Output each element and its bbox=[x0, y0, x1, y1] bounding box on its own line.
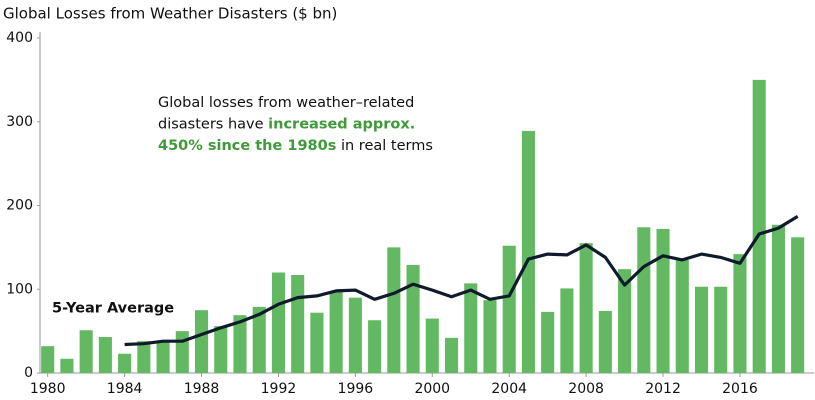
bar bbox=[79, 330, 93, 373]
x-tick-label: 2004 bbox=[491, 381, 527, 397]
bar bbox=[618, 269, 632, 373]
bar bbox=[733, 254, 747, 373]
bar bbox=[118, 353, 132, 373]
y-tick-label: 400 bbox=[6, 30, 33, 46]
x-tick-label: 1992 bbox=[261, 381, 297, 397]
bar bbox=[771, 224, 785, 373]
bar bbox=[694, 286, 709, 373]
bar bbox=[368, 320, 382, 373]
bar bbox=[483, 300, 497, 373]
bar bbox=[387, 247, 401, 373]
bar bbox=[194, 310, 209, 373]
line-label: 5-Year Average bbox=[52, 301, 174, 317]
bar bbox=[714, 286, 728, 373]
annotation: Global losses from weather–related bbox=[158, 95, 414, 111]
x-tick-label: 1980 bbox=[30, 381, 66, 397]
bar bbox=[214, 326, 228, 373]
bar bbox=[444, 337, 459, 373]
bar bbox=[252, 306, 266, 373]
bar bbox=[560, 288, 574, 373]
annotation-segment: 450% since the 1980s bbox=[158, 138, 336, 154]
bar bbox=[60, 358, 74, 373]
bar bbox=[98, 336, 112, 373]
bar bbox=[502, 245, 516, 373]
x-tick-label: 2016 bbox=[722, 381, 758, 397]
bar bbox=[406, 264, 420, 373]
bar bbox=[348, 297, 362, 373]
y-tick-label: 100 bbox=[6, 281, 33, 297]
annotation-segment: increased approx. bbox=[268, 117, 415, 133]
chart-title: Global Losses from Weather Disasters ($ … bbox=[3, 5, 337, 23]
bar bbox=[329, 291, 343, 373]
x-tick-label: 1988 bbox=[184, 381, 220, 397]
bar bbox=[233, 315, 247, 373]
bar bbox=[291, 275, 305, 373]
annotation-segment: in real terms bbox=[336, 138, 433, 154]
y-tick-label: 200 bbox=[6, 198, 33, 214]
bar bbox=[656, 228, 670, 373]
bar bbox=[791, 237, 805, 373]
annotation: disasters have increased approx. bbox=[158, 117, 415, 133]
x-tick-label: 1996 bbox=[338, 381, 374, 397]
bar bbox=[310, 312, 324, 373]
bar bbox=[464, 283, 478, 373]
annotation-segment: disasters have bbox=[158, 117, 268, 133]
bar bbox=[425, 318, 439, 373]
x-tick-label: 1984 bbox=[107, 381, 143, 397]
annotation-segment: Global losses from weather–related bbox=[158, 95, 414, 111]
bar bbox=[541, 311, 555, 373]
y-tick-label: 300 bbox=[6, 114, 33, 130]
line bbox=[124, 215, 799, 347]
bar bbox=[675, 259, 689, 373]
bar bbox=[521, 130, 535, 373]
bar bbox=[271, 272, 285, 373]
bar bbox=[752, 79, 766, 373]
bar bbox=[637, 227, 651, 373]
bar bbox=[175, 331, 189, 373]
bar bbox=[137, 341, 151, 373]
bar bbox=[579, 243, 593, 373]
x-tick-label: 2008 bbox=[568, 381, 604, 397]
bar bbox=[41, 346, 55, 373]
annotation: 450% since the 1980s in real terms bbox=[158, 138, 433, 154]
y-tick-label: 0 bbox=[24, 365, 33, 381]
bar bbox=[156, 341, 170, 373]
x-tick-label: 2000 bbox=[414, 381, 450, 397]
x-tick-label: 2012 bbox=[645, 381, 681, 397]
bar bbox=[598, 311, 612, 373]
